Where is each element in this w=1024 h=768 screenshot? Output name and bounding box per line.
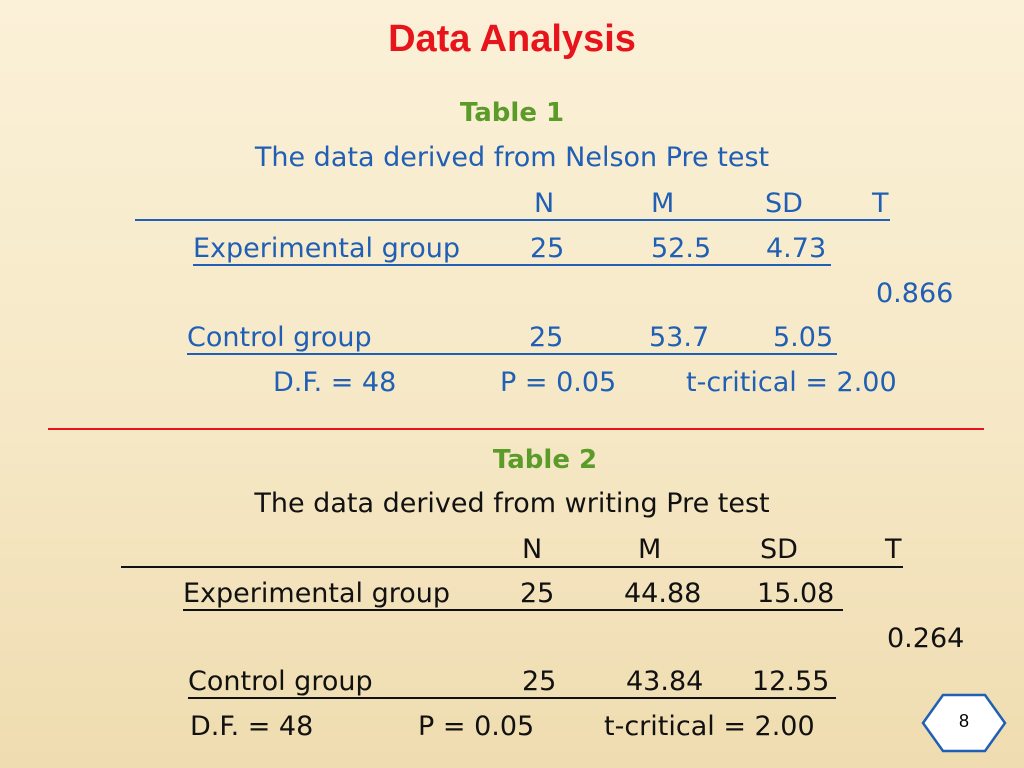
mean-value: 43.84 [626,666,704,697]
row-underline [188,697,836,699]
mean-value: 52.5 [651,233,712,264]
table-2-header-n: N [522,534,543,565]
n-value: 25 [530,233,565,264]
table-2-header-underline [121,566,903,568]
table-2-header-t: T [885,534,902,565]
table-1-caption: The data derived from Nelson Pre test [254,142,770,173]
sd-value: 5.05 [773,322,834,353]
slide-title: Data Analysis [388,18,636,60]
table-1-p-value: P = 0.05 [500,367,617,398]
sd-value: 15.08 [757,578,835,609]
table-2-header-m: M [638,534,662,565]
row-underline [187,353,837,355]
table-1-df: D.F. = 48 [273,367,397,398]
table-2-header-sd: SD [760,534,798,565]
section-separator [48,428,984,430]
table-1-t-value: 0.866 [876,278,954,309]
table-1-header-n: N [534,188,555,219]
table-1-header-underline [135,219,890,221]
sd-value: 12.55 [752,666,830,697]
table-1-label: Table 1 [459,98,565,128]
table-2-label: Table 2 [492,445,598,475]
table-1-t-critical: t-critical = 2.00 [686,367,897,398]
n-value: 25 [520,578,555,609]
page-number-badge: 8 [921,691,1007,755]
mean-value: 44.88 [624,578,702,609]
table-2-p-value: P = 0.05 [418,711,535,742]
n-value: 25 [522,666,557,697]
table-2-df: D.F. = 48 [190,711,314,742]
row-underline [193,264,831,266]
group-name: Control group [187,322,372,353]
table-1-header-t: T [872,188,889,219]
table-1-header-m: M [651,188,675,219]
row-underline [183,609,843,611]
page-number: 8 [958,711,969,731]
table-2-t-critical: t-critical = 2.00 [604,711,815,742]
table-1-header-sd: SD [765,188,803,219]
table-2-caption: The data derived from writing Pre test [254,488,770,519]
octagon-badge-icon [921,693,1007,753]
sd-value: 4.73 [766,233,827,264]
group-name: Control group [188,666,373,697]
mean-value: 53.7 [649,322,710,353]
group-name: Experimental group [183,578,451,609]
n-value: 25 [529,322,564,353]
group-name: Experimental group [193,233,461,264]
table-2-t-value: 0.264 [887,623,965,654]
